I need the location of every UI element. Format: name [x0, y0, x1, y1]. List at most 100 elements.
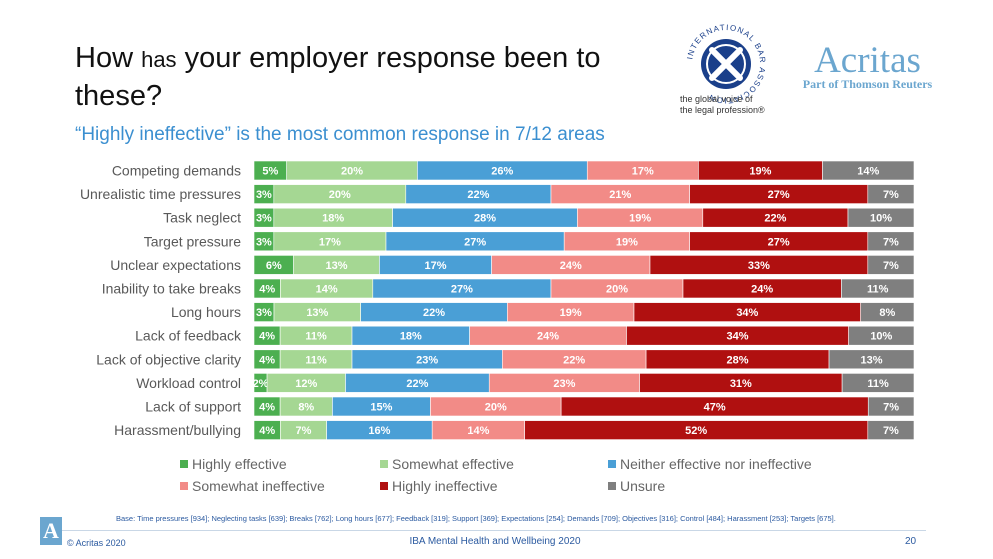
- legend-item-somewhat-effective: Somewhat effective: [380, 456, 514, 472]
- footer-title: IBA Mental Health and Wellbeing 2020: [409, 536, 581, 547]
- data-label-harassment-bullying-highly-effective: 4%: [259, 425, 275, 437]
- data-label-inability-to-take-breaks-unsure: 11%: [867, 284, 889, 296]
- data-label-lack-of-objective-clarity-neither-effective-nor-ineffective: 23%: [416, 354, 438, 366]
- acritas-logo: Acritas Part of Thomson Reuters: [802, 40, 933, 92]
- data-label-inability-to-take-breaks-somewhat-effective: 14%: [316, 284, 338, 296]
- data-label-lack-of-objective-clarity-unsure: 13%: [861, 354, 883, 366]
- category-label-lack-of-feedback: Lack of feedback: [135, 328, 242, 344]
- base-note: Base: Time pressures [934]; Neglecting t…: [116, 514, 836, 523]
- stacked-bar-chart: Competing demands 5% 20% 26% 17% 19% 14% Unreal…: [80, 160, 915, 440]
- legend-item-neither-effective-nor-ineffective: Neither effective nor ineffective: [608, 456, 812, 472]
- data-label-task-neglect-somewhat-ineffective: 19%: [629, 213, 651, 225]
- bar-target-pressure-unsure: [867, 231, 915, 252]
- legend-label: Neither effective nor ineffective: [620, 456, 812, 472]
- data-label-unrealistic-time-pressures-unsure: 7%: [883, 189, 899, 201]
- data-label-lack-of-feedback-highly-effective: 4%: [259, 331, 275, 343]
- category-label-inability-to-take-breaks: Inability to take breaks: [102, 281, 241, 297]
- data-label-long-hours-neither-effective-nor-ineffective: 22%: [423, 307, 445, 319]
- data-label-workload-control-neither-effective-nor-ineffective: 22%: [406, 378, 428, 390]
- data-label-lack-of-feedback-highly-ineffective: 34%: [727, 331, 749, 343]
- data-label-target-pressure-somewhat-ineffective: 19%: [616, 236, 638, 248]
- legend-label: Highly effective: [192, 456, 287, 472]
- iba-tagline: the global voice of the legal profession…: [680, 94, 765, 115]
- data-label-competing-demands-neither-effective-nor-ineffective: 26%: [491, 166, 513, 178]
- data-label-competing-demands-highly-effective: 5%: [262, 166, 278, 178]
- legend-label: Unsure: [620, 478, 666, 494]
- data-label-lack-of-support-highly-ineffective: 47%: [704, 402, 726, 414]
- data-label-inability-to-take-breaks-highly-ineffective: 24%: [751, 284, 773, 296]
- data-label-harassment-bullying-neither-effective-nor-ineffective: 16%: [368, 425, 390, 437]
- data-label-target-pressure-unsure: 7%: [883, 236, 899, 248]
- legend-swatch: [380, 482, 388, 490]
- data-label-unrealistic-time-pressures-highly-effective: 3%: [256, 189, 272, 201]
- page-subtitle: “Highly ineffective” is the most common …: [75, 124, 605, 145]
- bar-lack-of-support-unsure: [867, 396, 915, 417]
- bar-task-neglect-unsure: [847, 207, 915, 228]
- data-label-unclear-expectations-somewhat-effective: 13%: [325, 260, 347, 272]
- legend-swatch: [180, 460, 188, 468]
- data-label-target-pressure-neither-effective-nor-ineffective: 27%: [464, 236, 486, 248]
- data-label-unrealistic-time-pressures-neither-effective-nor-ineffective: 22%: [467, 189, 489, 201]
- category-label-unrealistic-time-pressures: Unrealistic time pressures: [80, 186, 241, 202]
- page-number: 20: [905, 536, 917, 547]
- data-label-long-hours-highly-effective: 3%: [256, 307, 272, 319]
- data-label-task-neglect-neither-effective-nor-ineffective: 28%: [474, 213, 496, 225]
- data-label-long-hours-unsure: 8%: [879, 307, 895, 319]
- legend-label: Somewhat effective: [392, 456, 514, 472]
- data-label-lack-of-support-highly-effective: 4%: [259, 402, 275, 414]
- bar-long-hours-unsure: [860, 302, 915, 322]
- category-label-workload-control: Workload control: [136, 375, 241, 391]
- category-label-competing-demands: Competing demands: [112, 163, 241, 179]
- data-label-lack-of-feedback-unsure: 10%: [870, 331, 892, 343]
- category-label-task-neglect: Task neglect: [163, 210, 241, 226]
- data-label-task-neglect-highly-effective: 3%: [256, 213, 272, 225]
- legend-swatch: [180, 482, 188, 490]
- category-label-harassment-bullying: Harassment/bullying: [114, 422, 241, 438]
- data-label-competing-demands-highly-ineffective: 19%: [749, 166, 771, 178]
- legend-item-highly-effective: Highly effective: [180, 456, 287, 472]
- legend-label: Somewhat ineffective: [192, 478, 325, 494]
- data-label-workload-control-unsure: 11%: [867, 378, 889, 390]
- bar-harassment-bullying-unsure: [867, 420, 915, 440]
- legend-label: Highly ineffective: [392, 478, 498, 494]
- category-label-target-pressure: Target pressure: [144, 233, 241, 249]
- legend-swatch: [380, 460, 388, 468]
- data-label-lack-of-objective-clarity-somewhat-ineffective: 22%: [563, 354, 585, 366]
- legend-item-highly-ineffective: Highly ineffective: [380, 478, 498, 494]
- data-label-task-neglect-unsure: 10%: [870, 213, 892, 225]
- data-label-harassment-bullying-unsure: 7%: [883, 425, 899, 437]
- data-label-competing-demands-somewhat-effective: 20%: [341, 166, 363, 178]
- data-label-lack-of-feedback-somewhat-effective: 11%: [305, 331, 327, 343]
- bar-unclear-expectations-unsure: [867, 255, 915, 275]
- data-label-workload-control-highly-effective: 2%: [253, 378, 269, 390]
- bar-competing-demands-unsure: [822, 160, 915, 181]
- acritas-footer-logo: A: [40, 517, 62, 545]
- data-label-lack-of-support-neither-effective-nor-ineffective: 15%: [370, 402, 392, 414]
- data-label-competing-demands-unsure: 14%: [857, 166, 879, 178]
- data-label-unclear-expectations-neither-effective-nor-ineffective: 17%: [424, 260, 446, 272]
- data-label-lack-of-objective-clarity-highly-ineffective: 28%: [727, 354, 749, 366]
- category-label-long-hours: Long hours: [171, 304, 241, 320]
- data-label-workload-control-highly-ineffective: 31%: [730, 378, 752, 390]
- category-label-lack-of-support: Lack of support: [145, 399, 241, 415]
- data-label-lack-of-support-unsure: 7%: [883, 402, 899, 414]
- data-label-inability-to-take-breaks-neither-effective-nor-ineffective: 27%: [451, 284, 473, 296]
- data-label-lack-of-objective-clarity-somewhat-effective: 11%: [305, 354, 327, 366]
- data-label-unclear-expectations-highly-ineffective: 33%: [748, 260, 770, 272]
- data-label-task-neglect-somewhat-effective: 18%: [322, 213, 344, 225]
- data-label-lack-of-objective-clarity-highly-effective: 4%: [259, 354, 275, 366]
- data-label-unrealistic-time-pressures-somewhat-effective: 20%: [329, 189, 351, 201]
- copyright: © Acritas 2020: [67, 538, 126, 548]
- data-label-harassment-bullying-somewhat-effective: 7%: [296, 425, 312, 437]
- chart-legend: Highly effective Somewhat effective Neithe…: [180, 456, 900, 502]
- legend-swatch: [608, 460, 616, 468]
- category-label-lack-of-objective-clarity: Lack of objective clarity: [96, 351, 241, 367]
- data-label-unclear-expectations-highly-effective: 6%: [266, 260, 282, 272]
- data-label-inability-to-take-breaks-highly-effective: 4%: [259, 284, 275, 296]
- data-label-target-pressure-somewhat-effective: 17%: [319, 236, 341, 248]
- data-label-long-hours-somewhat-ineffective: 19%: [560, 307, 582, 319]
- data-label-unclear-expectations-unsure: 7%: [883, 260, 899, 272]
- data-label-long-hours-somewhat-effective: 13%: [306, 307, 328, 319]
- footer-divider: [60, 530, 926, 531]
- bar-workload-control-unsure: [841, 373, 915, 393]
